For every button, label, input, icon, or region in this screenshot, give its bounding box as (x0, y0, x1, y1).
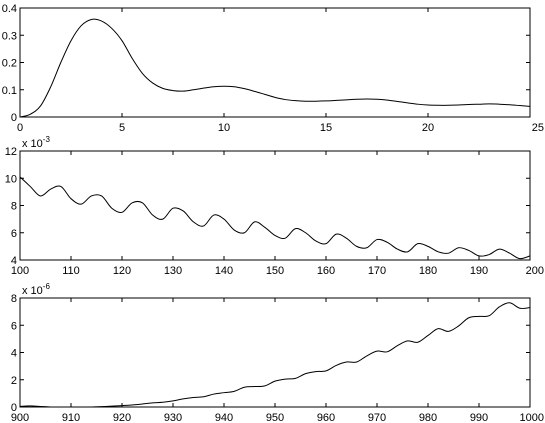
x-tick-label: 900 (11, 412, 29, 423)
x-tick-label: 950 (266, 412, 284, 423)
x-tick-label: 5 (119, 122, 125, 134)
x-tick-label: 930 (164, 412, 182, 423)
x-tick-label: 960 (317, 412, 335, 423)
x-tick-label: 990 (470, 412, 488, 423)
multiplier-exponent: -6 (43, 282, 51, 291)
x-tick-label: 100 (11, 265, 29, 277)
y-tick-label: 0.3 (2, 30, 17, 42)
x-tick-label: 25 (532, 122, 544, 134)
axes-frame (19, 297, 531, 408)
axes-frame (19, 150, 531, 261)
x-tick-label: 940 (215, 412, 233, 423)
chart-panel-1: 0 5 10 15 20 25 0 0.1 0.2 0.3 0.4 (2, 3, 544, 134)
y-axis-multiplier: x 10-3 (22, 135, 50, 150)
series-line-1 (20, 302, 530, 407)
x-tick-label: 980 (419, 412, 437, 423)
x-tick-label: 140 (215, 265, 233, 277)
chart-panel-3: 900 910 920 930 940 950 960 970 980 990 1000 0 2 4 6 8x… (11, 282, 544, 423)
multiplier-exponent: -3 (43, 135, 51, 144)
series-line-1 (20, 18, 530, 117)
axes-frame (19, 7, 531, 118)
x-tick-label: 970 (368, 412, 386, 423)
y-tick-label: 4 (11, 255, 17, 267)
y-tick-label: 0.2 (2, 58, 17, 70)
y-tick-label: 0 (11, 112, 17, 124)
x-tick-label: 150 (266, 265, 284, 277)
multiplier-base: x 10 (22, 285, 43, 297)
y-tick-label: 10 (5, 173, 17, 185)
y-tick-label: 2 (11, 375, 17, 387)
y-tick-label: 8 (11, 293, 17, 305)
y-axis-multiplier: x 10-6 (22, 282, 50, 297)
y-tick-label: 0.1 (2, 85, 17, 97)
x-tick-label: 15 (320, 122, 332, 134)
x-tick-label: 190 (470, 265, 488, 277)
x-tick-label: 920 (113, 412, 131, 423)
x-tick-label: 130 (164, 265, 182, 277)
x-tick-label: 120 (113, 265, 131, 277)
x-tick-label: 200 (526, 265, 544, 277)
y-tick-label: 6 (11, 320, 17, 332)
y-tick-label: 12 (5, 146, 17, 158)
chart-panel-2: 100 110 120 130 140 150 160 170 180 190 200 4 6 8 10 12… (5, 135, 544, 277)
x-tick-label: 10 (218, 122, 230, 134)
series-line-1 (20, 176, 530, 260)
x-tick-label: 1000 (520, 412, 544, 423)
y-tick-label: 6 (11, 228, 17, 240)
y-tick-label: 0.4 (2, 3, 17, 15)
x-tick-label: 0 (17, 122, 23, 134)
x-tick-label: 160 (317, 265, 335, 277)
x-tick-label: 170 (368, 265, 386, 277)
x-tick-label: 20 (422, 122, 434, 134)
multiplier-base: x 10 (22, 138, 43, 150)
x-tick-label: 110 (62, 265, 80, 277)
x-tick-label: 180 (419, 265, 437, 277)
y-tick-label: 4 (11, 348, 17, 360)
x-tick-label: 910 (62, 412, 80, 423)
y-tick-label: 0 (11, 402, 17, 414)
y-tick-label: 8 (11, 201, 17, 213)
